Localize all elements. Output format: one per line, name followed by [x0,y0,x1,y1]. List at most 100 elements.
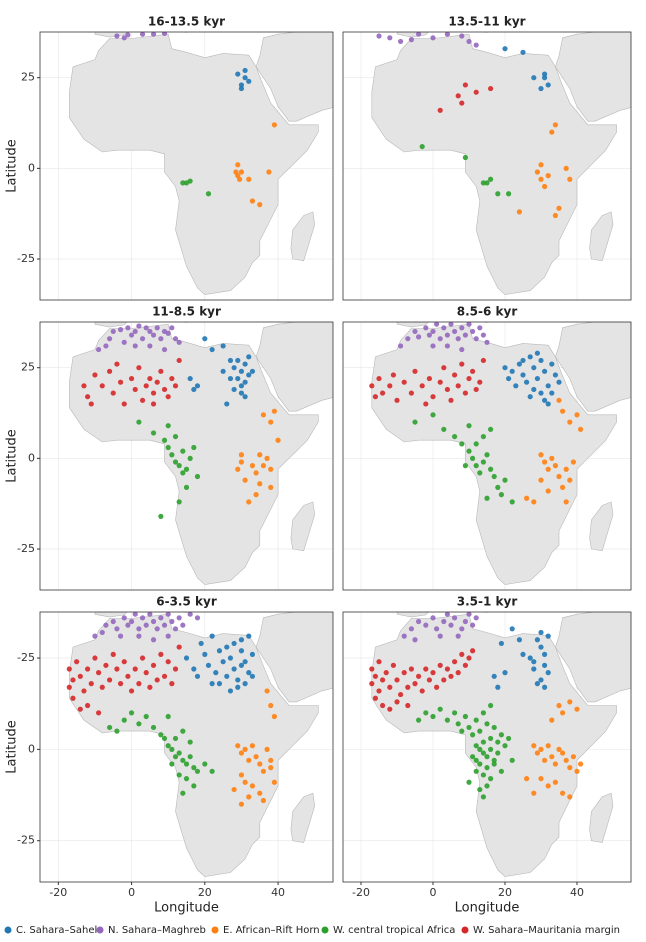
site-point [103,662,109,668]
site-point [114,666,120,672]
land [396,322,489,328]
site-point [459,626,465,632]
site-point [81,688,87,694]
site-point [205,662,212,668]
site-point [552,779,559,785]
site-point [412,681,418,687]
site-point [488,426,494,432]
site-point [448,622,454,628]
site-point [242,75,248,81]
site-point [423,622,429,628]
site-point [416,618,422,625]
site-point [380,677,386,683]
site-point [495,484,501,490]
site-point [488,176,494,182]
site-point [552,122,559,128]
site-point [257,202,263,208]
site-point [484,339,490,345]
site-point [238,85,245,92]
site-point [545,633,551,639]
land [255,322,333,412]
site-point [473,743,479,749]
land [94,322,188,328]
site-point [538,776,544,782]
site-point [143,383,149,389]
site-point [480,739,486,745]
site-point [560,408,566,414]
site-point [488,85,494,92]
site-point [194,673,201,679]
site-point [183,761,190,767]
site-point [147,375,153,382]
site-point [117,681,124,687]
site-point [441,618,447,625]
site-point [74,659,80,665]
site-point [231,786,237,793]
panel-border [39,31,334,301]
site-point [509,499,515,505]
site-point [176,357,182,364]
site-point [444,332,450,338]
site-point [147,612,153,617]
site-point [238,383,245,389]
site-point [462,463,468,469]
site-point [426,677,432,683]
site-point [477,470,483,476]
site-point [531,75,537,81]
site-point [66,684,72,690]
site-point [549,455,555,461]
panel-border [342,611,632,883]
site-point [121,717,127,723]
site-point [139,32,146,37]
site-point [416,673,422,679]
land [290,211,316,262]
panel-title: 13.5-11 kyr [448,15,525,29]
site-point [242,681,248,687]
legend-label: W. Sahara–Mauritania margin [473,925,620,936]
site-point [70,677,76,683]
site-point [437,336,443,342]
site-point [132,343,138,349]
site-point [205,191,212,197]
site-point [556,379,562,385]
site-point [235,357,241,364]
site-point [85,394,91,400]
site-point [538,390,544,396]
site-point [264,746,270,752]
site-point [524,379,530,385]
site-point [209,633,215,639]
site-point [473,386,479,393]
x-axis-label: Longitude [154,901,219,916]
land [255,32,333,122]
site-point [158,615,164,621]
y-axis-label: Latitude [5,139,20,193]
site-point [227,655,234,661]
site-point [154,626,160,632]
site-point [455,93,461,99]
site-point [444,386,450,393]
site-point [372,394,378,400]
panel [40,612,333,882]
site-point [545,173,551,179]
site-point [268,466,274,472]
site-point [444,343,450,349]
site-point [473,42,479,48]
site-point [136,681,142,687]
site-point [488,746,494,752]
site-point [268,757,274,763]
site-point [387,35,393,41]
site-point [545,82,551,88]
site-point [238,772,245,778]
land [290,501,316,552]
site-point [538,357,544,364]
site-point [169,681,175,687]
site-point [85,666,91,672]
panel-title: 8.5-6 kyr [457,305,518,319]
site-point [387,706,393,712]
site-point [531,499,537,505]
land [290,792,316,843]
site-point [213,670,219,676]
site-point [81,383,87,389]
site-point [264,455,270,461]
site-point [531,666,537,672]
